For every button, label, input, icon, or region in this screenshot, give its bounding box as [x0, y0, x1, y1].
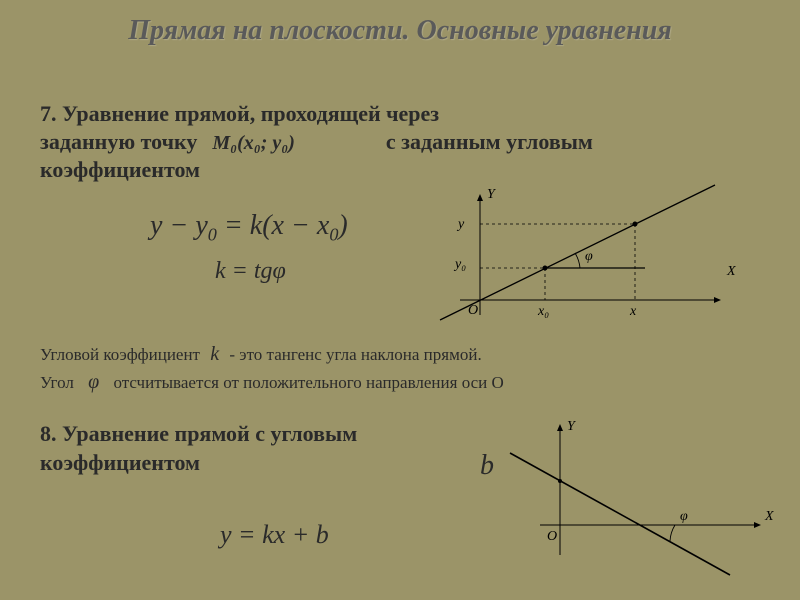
- section8-line2: коэффициентом: [40, 449, 460, 478]
- chart1-X-label: X: [726, 264, 736, 279]
- eq8-y: y: [220, 520, 232, 549]
- chart2-X-label: X: [764, 509, 774, 524]
- eqk-k: k: [215, 258, 226, 284]
- equation-point-slope: y − y0 = k(x − x0): [150, 210, 348, 246]
- eq-equals: =: [217, 210, 250, 241]
- desc-2a: Угол: [40, 373, 74, 392]
- desc-line1: Угловой коэффициент k - это тангенс угла…: [40, 340, 800, 368]
- section7-line2: заданную точку M₀(x₀; y₀) с заданным угл…: [40, 128, 790, 156]
- chart1-O-label: O: [468, 303, 478, 318]
- section7-point: M₀(x₀; y₀): [212, 132, 295, 154]
- desc-1a: Угловой коэффициент: [40, 345, 200, 364]
- eq-x: x: [272, 210, 284, 241]
- desc-line2: Угол φ отсчитывается от положительного н…: [40, 368, 800, 396]
- eq-minus2: −: [284, 210, 317, 241]
- chart2-diagram: Y X O φ: [500, 415, 780, 575]
- section7-line2b: с заданным угловым: [386, 129, 593, 154]
- desc-phi: φ: [88, 371, 99, 393]
- desc-2b: отсчитывается от положительного направле…: [113, 373, 503, 392]
- section7-line2a: заданную точку: [40, 129, 197, 154]
- chart2-phi-label: φ: [680, 509, 688, 524]
- page-title: Прямая на плоскости. Основные уравнения: [0, 0, 800, 48]
- eq-sub0a: 0: [208, 225, 217, 245]
- eq-k: k: [250, 210, 262, 241]
- eqk-eq: =: [226, 258, 254, 284]
- eq8-b: b: [316, 520, 329, 549]
- section7-line1: 7. Уравнение прямой, проходящей через: [40, 100, 790, 128]
- chart1-Y-label: Y: [487, 187, 497, 202]
- section7-line3: коэффициентом: [40, 156, 790, 184]
- eq-y0: y: [195, 210, 207, 241]
- desc-k: k: [210, 343, 219, 365]
- eq-lp: (: [262, 210, 271, 241]
- b-label: b: [480, 450, 494, 482]
- chart1-x-label: x: [629, 304, 637, 319]
- chart1-y-label: y: [456, 217, 465, 232]
- section8-line1: 8. Уравнение прямой с угловым: [40, 420, 460, 449]
- desc-1b: - это тангенс угла наклона прямой.: [229, 345, 481, 364]
- eq-minus1: −: [162, 210, 195, 241]
- eq-y: y: [150, 210, 162, 241]
- chart2-Y-label: Y: [567, 419, 577, 434]
- chart1-y0-label: y₀: [453, 257, 466, 272]
- eq8-k: k: [262, 520, 274, 549]
- eq8-plus: +: [285, 520, 316, 549]
- eq8-x: x: [274, 520, 286, 549]
- eqk-phi: φ: [273, 258, 286, 284]
- chart1-x0-label: x₀: [537, 304, 549, 319]
- equation-slope-intercept: y = kx + b: [220, 520, 329, 550]
- chart2-O-label: O: [547, 529, 557, 544]
- eqk-tg: tg: [254, 258, 273, 284]
- eq-rp: ): [338, 210, 347, 241]
- chart1-diagram: Y X O y y₀ x₀ x φ: [430, 180, 760, 330]
- eq-x0: x: [317, 210, 329, 241]
- section8-block: 8. Уравнение прямой с угловым коэффициен…: [40, 420, 460, 477]
- equation-k-tan: k = tgφ: [215, 258, 286, 285]
- chart1-phi-label: φ: [585, 249, 593, 264]
- eq8-eq: =: [232, 520, 263, 549]
- section7-block: 7. Уравнение прямой, проходящей через за…: [40, 100, 790, 183]
- description-block: Угловой коэффициент k - это тангенс угла…: [40, 340, 800, 396]
